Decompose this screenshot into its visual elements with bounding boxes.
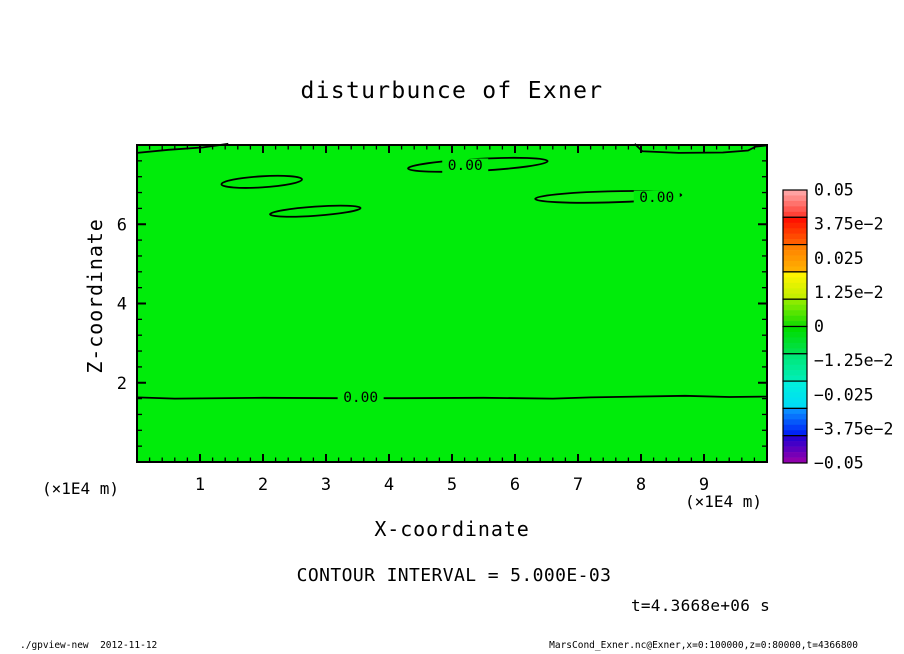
- svg-text:1: 1: [195, 475, 205, 495]
- footer-command-date: ./gpview-new 2012-11-12: [20, 640, 158, 651]
- svg-text:0: 0: [814, 317, 824, 336]
- svg-text:1.25e−2: 1.25e−2: [814, 283, 884, 302]
- svg-text:0.00: 0.00: [448, 158, 483, 174]
- svg-text:4: 4: [117, 295, 127, 315]
- z-axis-title: Z-coordinate: [83, 218, 107, 374]
- colorbar: 0.05 3.75e−2 0.025 1.25e−2 0 −1.25e−2 −0.025 −3…: [782, 181, 893, 473]
- svg-text:4: 4: [384, 475, 394, 495]
- svg-text:2: 2: [117, 374, 127, 394]
- svg-text:7: 7: [573, 475, 583, 495]
- plot-title: disturbunce of Exner: [300, 78, 604, 104]
- svg-text:9: 9: [699, 475, 709, 495]
- x-axis-unit-left: (×1E4 m): [42, 479, 120, 498]
- svg-text:2: 2: [258, 475, 268, 495]
- svg-text:8: 8: [636, 475, 646, 495]
- x-axis-unit-right: (×1E4 m): [685, 492, 763, 511]
- plot-frame: [136, 144, 768, 463]
- time-stamp-label: t=4.3668e+06 s: [630, 596, 770, 615]
- svg-text:−3.75e−2: −3.75e−2: [814, 419, 893, 438]
- footer-file-info: MarsCond_Exner.nc@Exner,x=0:100000,z=0:8…: [549, 640, 858, 651]
- svg-text:5: 5: [447, 475, 457, 495]
- contour-interval-label: CONTOUR INTERVAL = 5.000E-03: [296, 565, 612, 586]
- x-tick-labels: 1 2 3 4 5 6 7 8 9: [195, 475, 709, 495]
- svg-text:3: 3: [321, 475, 331, 495]
- svg-text:0.05: 0.05: [814, 181, 854, 200]
- svg-text:0.00: 0.00: [639, 190, 674, 206]
- x-axis-title: X-coordinate: [374, 517, 530, 541]
- svg-text:0.025: 0.025: [814, 249, 864, 268]
- contour-value-labels: 0.00 0.00 0.00: [337, 158, 680, 406]
- svg-text:6: 6: [510, 475, 520, 495]
- svg-text:−0.05: −0.05: [814, 454, 864, 473]
- z-tick-labels: 2 4 6: [117, 215, 127, 394]
- svg-text:3.75e−2: 3.75e−2: [814, 215, 884, 234]
- svg-text:−1.25e−2: −1.25e−2: [814, 351, 893, 370]
- svg-text:−0.025: −0.025: [814, 385, 874, 404]
- svg-text:6: 6: [117, 215, 127, 235]
- svg-text:0.00: 0.00: [343, 390, 378, 406]
